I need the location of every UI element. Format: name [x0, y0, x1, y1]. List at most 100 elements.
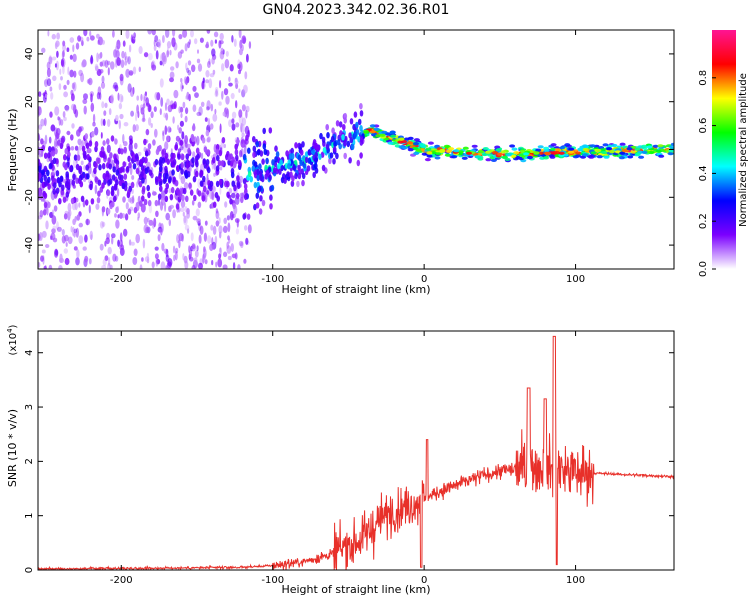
spectrogram-cell: [177, 189, 181, 196]
spectrogram-cell: [101, 265, 107, 269]
spectrogram-cell: [128, 142, 133, 152]
spectrogram-cell: [107, 157, 111, 164]
spectrogram-cell: [220, 160, 225, 167]
spectrogram-cell: [191, 243, 196, 250]
snr-y-ticks: 0 1 2 3 4: [24, 350, 674, 573]
spectrogram-cell: [256, 174, 261, 182]
spectrogram-cell: [94, 141, 99, 148]
spectrogram-cell: [138, 181, 143, 188]
spectrogram-cell: [226, 215, 230, 221]
spectrogram-cell: [115, 169, 120, 176]
spectrogram-cell: [62, 44, 67, 52]
spectrogram-cell: [71, 123, 75, 129]
spectrogram-cell: [638, 155, 645, 159]
spectrogram-cell: [59, 142, 64, 149]
spectrogram-cell: [103, 110, 107, 116]
spectrogram-cell: [62, 111, 66, 118]
spectrogram-cell: [427, 141, 434, 145]
spectrogram-cell: [172, 158, 177, 166]
spectrogram-cell: [55, 187, 60, 194]
spectrogram-cell: [69, 69, 74, 78]
spectrogram-cell: [177, 51, 183, 59]
spectrogram-cell: [108, 108, 112, 116]
spectrogram-cell: [564, 143, 571, 147]
x-tick-label: 0: [421, 274, 427, 285]
spectrogram-cell: [304, 156, 309, 164]
spectrogram-cell: [178, 34, 183, 40]
spectrogram-cell: [379, 133, 386, 137]
spectrogram-cell: [179, 120, 184, 127]
spectrogram-cell: [108, 257, 111, 267]
spectrogram-cell: [286, 171, 290, 178]
spectrogram-cell: [116, 188, 120, 197]
spectrogram-cell: [336, 139, 341, 146]
spectrogram-cell: [122, 161, 126, 168]
spectrogram-cell: [461, 156, 468, 160]
spectrogram-cell: [62, 50, 65, 58]
spectrogram-cell: [519, 149, 526, 153]
spectrogram-cell: [88, 140, 93, 147]
spectrogram-cell: [195, 170, 199, 178]
spectrogram-cell: [342, 124, 346, 131]
spectrogram-cell: [184, 224, 190, 231]
spectrogram-cell: [258, 185, 262, 192]
spectrogram-cell: [156, 92, 161, 101]
spectrogram-cell: [60, 58, 65, 67]
spectrogram-cell: [242, 178, 247, 185]
spectrogram-cell: [46, 169, 50, 177]
spectrogram-cell: [130, 181, 135, 189]
spectrogram-cell: [110, 61, 115, 70]
spectrogram-cell: [302, 162, 307, 169]
spectrogram-cell: [224, 201, 228, 208]
spectrogram-cell: [275, 151, 280, 158]
spectrogram-cell: [125, 165, 130, 173]
spectrogram-cell: [219, 166, 223, 171]
spectrogram-cell: [187, 147, 191, 155]
spectrogram-cell: [212, 201, 217, 208]
spectrogram-cell: [231, 180, 236, 187]
y-tick-label: 1: [24, 512, 35, 518]
spectrogram-cell: [353, 111, 358, 118]
spectrogram-cell: [162, 177, 167, 184]
spectrogram-cell: [242, 153, 247, 161]
spectrogram-cell: [451, 155, 458, 159]
spectrogram-cell: [128, 44, 132, 53]
spectrogram-cell: [554, 148, 561, 152]
spectrogram-cell: [104, 240, 107, 247]
spectrogram-cell: [168, 219, 171, 227]
spectrogram-cell: [128, 239, 132, 246]
spectrogram-cell: [92, 121, 96, 127]
spectrogram-cell: [589, 144, 596, 148]
spectrogram-cell: [76, 249, 80, 259]
spectrogram-cell: [153, 217, 157, 228]
spectrogram-cell: [277, 163, 281, 170]
spectrogram-cell: [197, 190, 202, 197]
spectrogram-cell: [214, 108, 217, 115]
spectrogram-cell: [210, 103, 214, 112]
spectrogram-cell: [343, 152, 348, 160]
spectrogram-cell: [86, 218, 89, 226]
spectrogram-cell: [191, 124, 196, 132]
spectrogram-cell: [218, 178, 223, 186]
spectrogram-cell: [132, 66, 137, 75]
spectrogram-cell: [197, 201, 202, 208]
spectrogram-cell: [166, 135, 170, 142]
spectrogram-cell: [111, 236, 114, 245]
spectrogram-cell: [234, 79, 239, 85]
spectrogram-cell: [213, 31, 219, 38]
spectrogram-cell: [170, 156, 174, 164]
spectrogram-cell: [50, 92, 54, 100]
spectrogram-cell: [125, 202, 129, 210]
spectrogram-cell: [549, 155, 556, 159]
spectrogram-cell: [325, 143, 330, 151]
spectrogram-cell: [142, 238, 146, 249]
spectrogram-cell: [211, 260, 214, 266]
spectrogram-cell: [314, 156, 318, 164]
spectrogram-y-ticks: -40 -20 0 20 40: [24, 48, 674, 253]
spectrogram-cell: [237, 63, 241, 70]
spectrogram-cell: [211, 57, 215, 65]
spectrogram-cell: [225, 153, 229, 161]
spectrogram-cell: [124, 51, 127, 61]
spectrogram-cell: [204, 220, 208, 226]
